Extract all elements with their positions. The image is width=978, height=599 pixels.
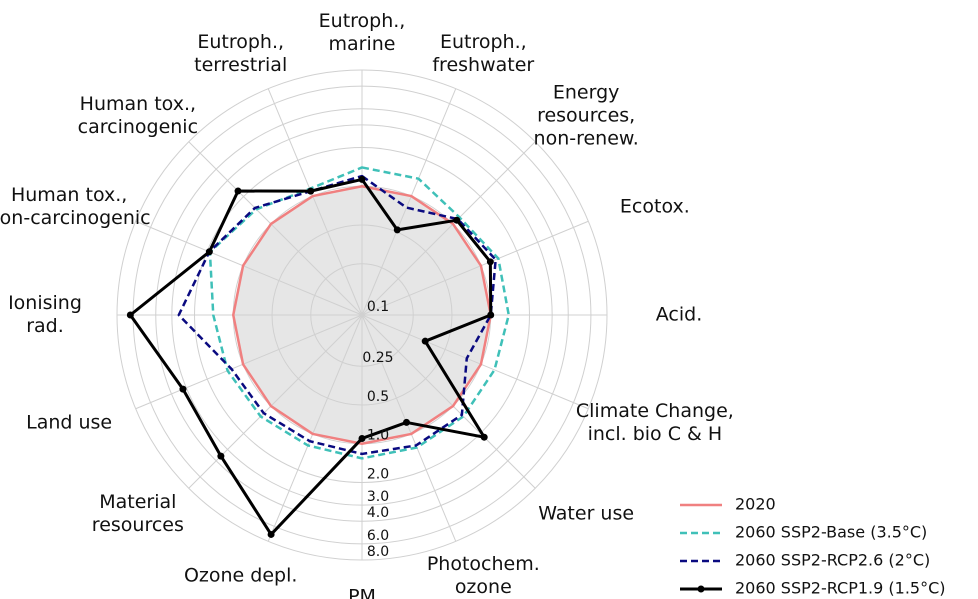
- marker: [393, 226, 401, 234]
- spoke: [267, 88, 363, 316]
- spoke: [361, 314, 457, 542]
- category-label: Material resources: [91, 491, 184, 537]
- y-tick-label: 0.1: [367, 299, 389, 315]
- category-label: Eutroph., marine: [318, 10, 406, 55]
- category-label: Human tox., non-carcinogenic: [0, 184, 151, 230]
- marker: [486, 258, 494, 266]
- marker: [421, 337, 429, 345]
- legend-label: 2020: [735, 495, 776, 514]
- category-label: Ecotox.: [619, 195, 690, 218]
- marker: [179, 385, 187, 393]
- y-tick-label: 4.0: [367, 505, 389, 521]
- spoke: [361, 314, 536, 489]
- spoke: [188, 141, 363, 316]
- y-tick-label: 3.0: [367, 489, 389, 505]
- category-label: Ionising rad.: [8, 292, 82, 337]
- marker: [217, 452, 225, 460]
- category-label: PM: [348, 585, 376, 599]
- legend-label: 2060 SSP2-Base (3.5°C): [735, 523, 927, 542]
- marker: [480, 433, 488, 441]
- category-label: Eutroph., freshwater: [432, 31, 535, 77]
- category-label: Human tox., carcinogenic: [77, 92, 199, 138]
- marker: [267, 530, 275, 538]
- category-label: Land use: [26, 411, 113, 434]
- y-tick-label: 8.0: [367, 544, 389, 560]
- marker: [126, 311, 134, 319]
- legend-marker: [697, 585, 705, 593]
- y-tick-label: 2.0: [367, 466, 389, 482]
- category-label: Eutroph., terrestrial: [194, 31, 288, 77]
- series-line: [232, 185, 492, 445]
- y-tick-label: 1.0: [367, 428, 389, 444]
- y-tick-label: 6.0: [367, 528, 389, 544]
- y-tick-label: 0.25: [362, 350, 393, 366]
- spoke: [361, 141, 536, 316]
- spoke: [267, 314, 363, 542]
- category-label: Energy resources, non-renew.: [533, 81, 639, 150]
- series-line: [177, 174, 497, 456]
- y-tick-label: 0.5: [367, 389, 389, 405]
- category-label: Climate Change, incl. bio C & H: [575, 399, 734, 445]
- spoke: [135, 220, 363, 316]
- legend-label: 2060 SSP2-RCP2.6 (2°C): [735, 551, 930, 570]
- marker: [307, 187, 315, 195]
- category-label: Ozone depl.: [183, 564, 298, 587]
- spoke: [361, 220, 589, 316]
- spoke: [361, 314, 589, 410]
- spoke: [135, 314, 363, 410]
- legend-label: 2060 SSP2-RCP1.9 (1.5°C): [735, 579, 946, 598]
- category-label: Water use: [538, 502, 635, 525]
- marker: [205, 248, 213, 256]
- category-label: Acid.: [655, 303, 703, 326]
- spoke: [188, 314, 363, 489]
- spoke: [361, 88, 457, 316]
- marker: [402, 418, 410, 426]
- marker: [358, 175, 366, 183]
- category-label: Photochem. ozone: [426, 552, 540, 598]
- marker: [358, 434, 366, 442]
- marker: [453, 216, 461, 224]
- marker: [487, 311, 495, 319]
- marker: [234, 187, 242, 195]
